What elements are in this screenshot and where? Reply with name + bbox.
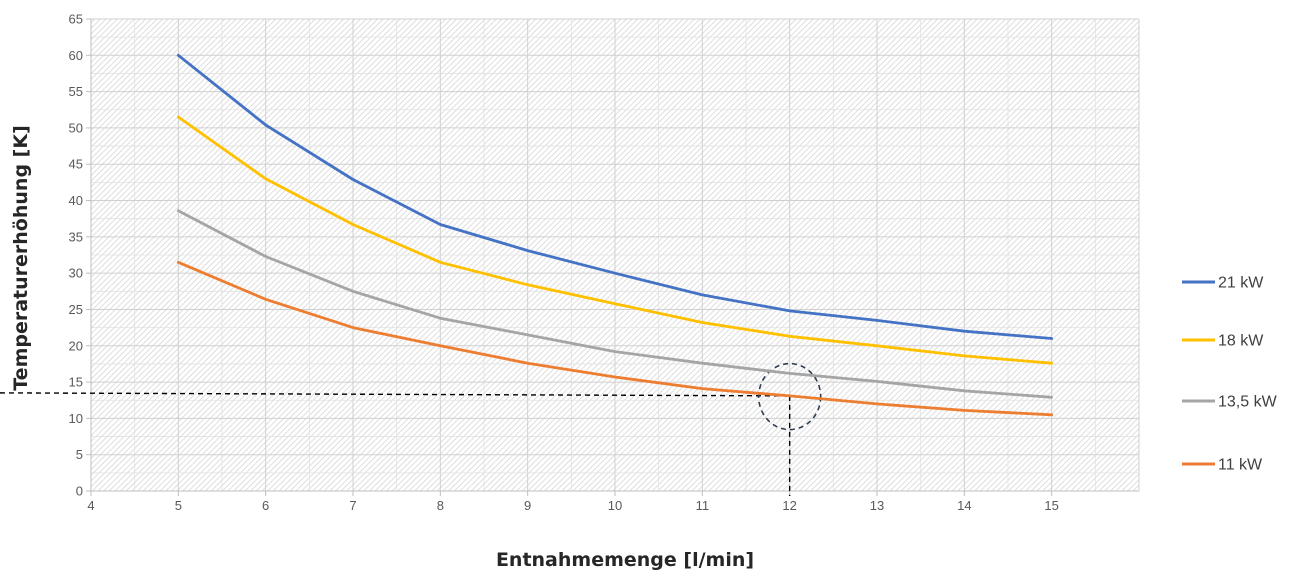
x-tick-label: 15 (1044, 498, 1058, 513)
y-tick-label: 10 (69, 411, 83, 426)
x-tick-label: 10 (608, 498, 622, 513)
y-tick-label: 30 (69, 266, 83, 281)
x-tick-label: 8 (437, 498, 444, 513)
y-tick-label: 5 (76, 447, 83, 462)
y-tick-label: 40 (69, 193, 83, 208)
x-tick-label: 12 (782, 498, 796, 513)
x-axis-ticks: 4 5 6 7 8 9 10 11 12 13 14 15 (87, 491, 1059, 513)
series-line-0 (176, 53, 1054, 340)
legend-label: 18 kW (1218, 333, 1264, 350)
legend-label: 11 kW (1218, 457, 1263, 474)
reference-annotation (0, 362, 822, 496)
series-line-2 (176, 209, 1054, 399)
x-tick-label: 13 (870, 498, 884, 513)
x-tick-label: 7 (349, 498, 356, 513)
legend-label: 21 kW (1218, 275, 1264, 292)
y-axis-title: Temperaturerhöhung [K] (10, 125, 32, 391)
y-tick-label: 60 (69, 48, 83, 63)
x-tick-label: 9 (524, 498, 531, 513)
y-axis-ticks: 0 5 10 15 20 25 30 35 40 45 50 55 60 65 (69, 12, 91, 499)
x-tick-label: 5 (175, 498, 182, 513)
y-tick-label: 0 (76, 484, 83, 499)
x-tick-label: 6 (262, 498, 269, 513)
x-tick-label: 11 (696, 498, 710, 513)
reference-line-horizontal (0, 392, 790, 397)
y-tick-label: 65 (69, 12, 83, 27)
series-lines (176, 53, 1054, 417)
x-axis-title: Entnahmemenge [l/min] (496, 549, 754, 571)
y-tick-label: 50 (69, 120, 83, 135)
legend: 21 kW 18 kW 13,5 kW 11 kW (1182, 275, 1278, 474)
y-tick-label: 20 (69, 338, 83, 353)
x-tick-label: 4 (87, 498, 94, 513)
x-tick-label: 14 (957, 498, 971, 513)
series-line-1 (176, 115, 1054, 365)
series-line-3 (176, 260, 1054, 417)
y-tick-label: 55 (69, 84, 83, 99)
highlight-circle (757, 362, 822, 431)
y-tick-label: 15 (69, 375, 83, 390)
y-tick-label: 45 (69, 157, 83, 172)
legend-label: 13,5 kW (1218, 394, 1278, 411)
y-tick-label: 35 (69, 229, 83, 244)
y-tick-label: 25 (69, 302, 83, 317)
